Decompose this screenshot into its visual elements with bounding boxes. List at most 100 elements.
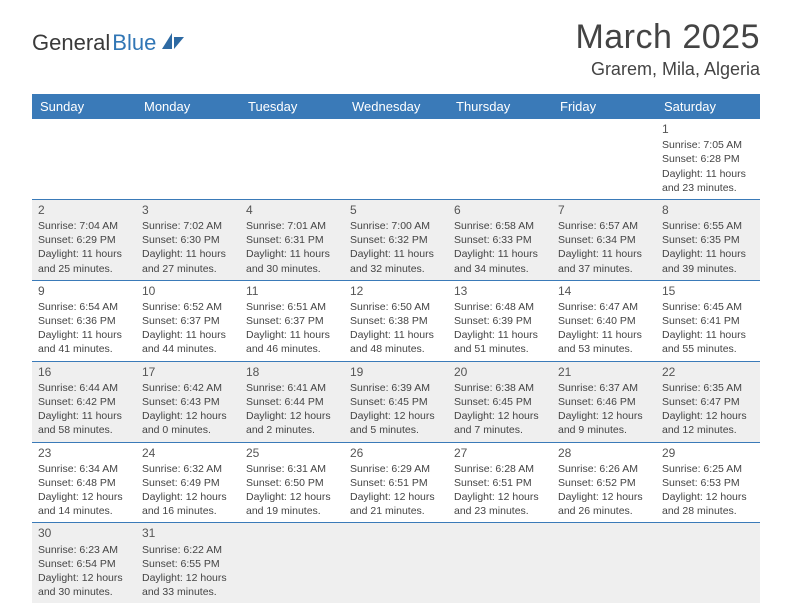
day-header: Sunday	[32, 94, 136, 119]
sunset-text: Sunset: 6:33 PM	[454, 233, 546, 247]
day-number: 22	[662, 364, 754, 380]
sunrise-text: Sunrise: 6:29 AM	[350, 462, 442, 476]
sunrise-text: Sunrise: 7:01 AM	[246, 219, 338, 233]
sunrise-text: Sunrise: 6:22 AM	[142, 543, 234, 557]
sunset-text: Sunset: 6:41 PM	[662, 314, 754, 328]
sunrise-text: Sunrise: 6:58 AM	[454, 219, 546, 233]
sunset-text: Sunset: 6:51 PM	[350, 476, 442, 490]
sunset-text: Sunset: 6:40 PM	[558, 314, 650, 328]
day-number: 4	[246, 202, 338, 218]
day-number: 19	[350, 364, 442, 380]
day-header: Monday	[136, 94, 240, 119]
daylight-text: Daylight: 11 hours and 58 minutes.	[38, 409, 130, 437]
daylight-text: Daylight: 12 hours and 7 minutes.	[454, 409, 546, 437]
sunset-text: Sunset: 6:46 PM	[558, 395, 650, 409]
day-cell: 18Sunrise: 6:41 AMSunset: 6:44 PMDayligh…	[240, 361, 344, 442]
daylight-text: Daylight: 11 hours and 51 minutes.	[454, 328, 546, 356]
day-header: Tuesday	[240, 94, 344, 119]
day-cell: 15Sunrise: 6:45 AMSunset: 6:41 PMDayligh…	[656, 280, 760, 361]
day-number: 18	[246, 364, 338, 380]
daylight-text: Daylight: 11 hours and 48 minutes.	[350, 328, 442, 356]
daylight-text: Daylight: 11 hours and 46 minutes.	[246, 328, 338, 356]
sunrise-text: Sunrise: 6:52 AM	[142, 300, 234, 314]
sunset-text: Sunset: 6:38 PM	[350, 314, 442, 328]
daylight-text: Daylight: 11 hours and 30 minutes.	[246, 247, 338, 275]
sunrise-text: Sunrise: 6:44 AM	[38, 381, 130, 395]
sunrise-text: Sunrise: 6:45 AM	[662, 300, 754, 314]
sunrise-text: Sunrise: 6:28 AM	[454, 462, 546, 476]
sunset-text: Sunset: 6:28 PM	[662, 152, 754, 166]
daylight-text: Daylight: 12 hours and 12 minutes.	[662, 409, 754, 437]
day-number: 7	[558, 202, 650, 218]
day-header: Thursday	[448, 94, 552, 119]
day-cell: 10Sunrise: 6:52 AMSunset: 6:37 PMDayligh…	[136, 280, 240, 361]
sunset-text: Sunset: 6:50 PM	[246, 476, 338, 490]
header: GeneralBlue March 2025 Grarem, Mila, Alg…	[0, 0, 792, 88]
day-cell: 6Sunrise: 6:58 AMSunset: 6:33 PMDaylight…	[448, 199, 552, 280]
daylight-text: Daylight: 11 hours and 32 minutes.	[350, 247, 442, 275]
sunset-text: Sunset: 6:35 PM	[662, 233, 754, 247]
day-number: 1	[662, 121, 754, 137]
sunrise-text: Sunrise: 6:34 AM	[38, 462, 130, 476]
logo-text-general: General	[32, 30, 110, 56]
sail-icon	[160, 31, 186, 56]
day-number: 12	[350, 283, 442, 299]
daylight-text: Daylight: 12 hours and 19 minutes.	[246, 490, 338, 518]
day-cell: 3Sunrise: 7:02 AMSunset: 6:30 PMDaylight…	[136, 199, 240, 280]
empty-cell	[240, 523, 344, 603]
daylight-text: Daylight: 12 hours and 30 minutes.	[38, 571, 130, 599]
day-cell: 24Sunrise: 6:32 AMSunset: 6:49 PMDayligh…	[136, 442, 240, 523]
day-number: 28	[558, 445, 650, 461]
day-number: 8	[662, 202, 754, 218]
day-cell: 21Sunrise: 6:37 AMSunset: 6:46 PMDayligh…	[552, 361, 656, 442]
sunrise-text: Sunrise: 7:00 AM	[350, 219, 442, 233]
day-cell: 11Sunrise: 6:51 AMSunset: 6:37 PMDayligh…	[240, 280, 344, 361]
empty-cell	[552, 119, 656, 199]
empty-cell	[448, 119, 552, 199]
week-row: 9Sunrise: 6:54 AMSunset: 6:36 PMDaylight…	[32, 280, 760, 361]
day-number: 15	[662, 283, 754, 299]
day-cell: 28Sunrise: 6:26 AMSunset: 6:52 PMDayligh…	[552, 442, 656, 523]
day-number: 27	[454, 445, 546, 461]
sunrise-text: Sunrise: 6:50 AM	[350, 300, 442, 314]
day-number: 16	[38, 364, 130, 380]
day-cell: 25Sunrise: 6:31 AMSunset: 6:50 PMDayligh…	[240, 442, 344, 523]
daylight-text: Daylight: 12 hours and 2 minutes.	[246, 409, 338, 437]
sunrise-text: Sunrise: 6:47 AM	[558, 300, 650, 314]
sunrise-text: Sunrise: 6:42 AM	[142, 381, 234, 395]
day-number: 10	[142, 283, 234, 299]
empty-cell	[240, 119, 344, 199]
sunset-text: Sunset: 6:51 PM	[454, 476, 546, 490]
sunrise-text: Sunrise: 6:37 AM	[558, 381, 650, 395]
week-row: 1Sunrise: 7:05 AMSunset: 6:28 PMDaylight…	[32, 119, 760, 199]
sunset-text: Sunset: 6:43 PM	[142, 395, 234, 409]
daylight-text: Daylight: 11 hours and 37 minutes.	[558, 247, 650, 275]
sunrise-text: Sunrise: 6:25 AM	[662, 462, 754, 476]
sunrise-text: Sunrise: 6:55 AM	[662, 219, 754, 233]
sunset-text: Sunset: 6:32 PM	[350, 233, 442, 247]
empty-cell	[448, 523, 552, 603]
day-number: 6	[454, 202, 546, 218]
day-number: 14	[558, 283, 650, 299]
sunset-text: Sunset: 6:47 PM	[662, 395, 754, 409]
day-cell: 16Sunrise: 6:44 AMSunset: 6:42 PMDayligh…	[32, 361, 136, 442]
sunrise-text: Sunrise: 7:04 AM	[38, 219, 130, 233]
day-header: Saturday	[656, 94, 760, 119]
sunset-text: Sunset: 6:30 PM	[142, 233, 234, 247]
day-number: 23	[38, 445, 130, 461]
empty-cell	[656, 523, 760, 603]
day-cell: 7Sunrise: 6:57 AMSunset: 6:34 PMDaylight…	[552, 199, 656, 280]
day-cell: 17Sunrise: 6:42 AMSunset: 6:43 PMDayligh…	[136, 361, 240, 442]
sunset-text: Sunset: 6:54 PM	[38, 557, 130, 571]
daylight-text: Daylight: 12 hours and 23 minutes.	[454, 490, 546, 518]
empty-cell	[552, 523, 656, 603]
sunrise-text: Sunrise: 6:38 AM	[454, 381, 546, 395]
empty-cell	[344, 523, 448, 603]
sunset-text: Sunset: 6:49 PM	[142, 476, 234, 490]
day-cell: 22Sunrise: 6:35 AMSunset: 6:47 PMDayligh…	[656, 361, 760, 442]
sunset-text: Sunset: 6:45 PM	[454, 395, 546, 409]
daylight-text: Daylight: 12 hours and 16 minutes.	[142, 490, 234, 518]
logo: GeneralBlue	[32, 18, 186, 56]
daylight-text: Daylight: 12 hours and 5 minutes.	[350, 409, 442, 437]
day-number: 17	[142, 364, 234, 380]
